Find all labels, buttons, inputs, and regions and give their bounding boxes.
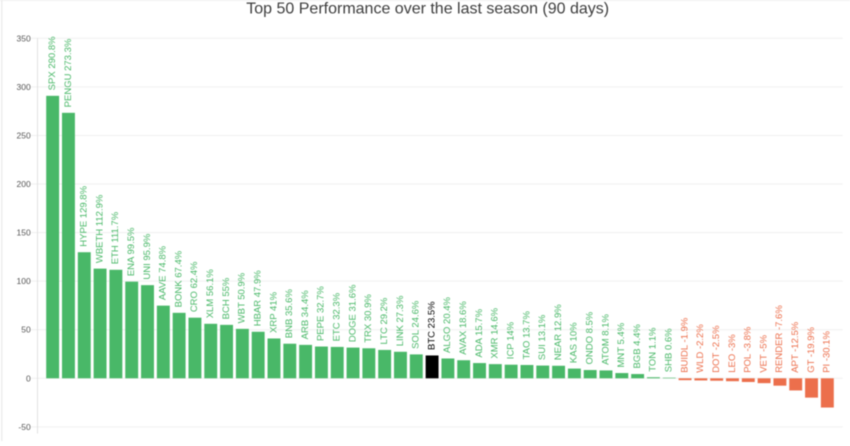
svg-text:SUI 13.1%: SUI 13.1% — [537, 314, 548, 360]
svg-text:ARB 34.4%: ARB 34.4% — [300, 290, 311, 340]
svg-text:200: 200 — [17, 179, 31, 189]
svg-text:ALGO 20.4%: ALGO 20.4% — [442, 296, 453, 353]
svg-text:DOT -2.5%: DOT -2.5% — [711, 325, 722, 373]
svg-text:BCH 55%: BCH 55% — [221, 277, 232, 319]
svg-text:PENGU 273.3%: PENGU 273.3% — [63, 38, 74, 107]
svg-text:150: 150 — [17, 228, 31, 238]
svg-text:WLD -2.2%: WLD -2.2% — [695, 324, 706, 373]
svg-text:250: 250 — [17, 130, 31, 140]
svg-text:BONK 67.4%: BONK 67.4% — [173, 250, 184, 307]
svg-text:GT -19.9%: GT -19.9% — [806, 326, 817, 372]
svg-text:WBT 50.9%: WBT 50.9% — [237, 272, 248, 323]
svg-text:ETC 32.3%: ETC 32.3% — [332, 292, 343, 341]
svg-text:ETH 111.7%: ETH 111.7% — [110, 211, 121, 264]
svg-text:POL -3.8%: POL -3.8% — [743, 326, 754, 373]
svg-text:RENDER -7.6%: RENDER -7.6% — [774, 305, 785, 373]
svg-text:BUIDL -1.9%: BUIDL -1.9% — [679, 317, 690, 373]
svg-text:APT -12.5%: APT -12.5% — [790, 321, 801, 373]
svg-text:SHB 0.6%: SHB 0.6% — [664, 328, 675, 372]
svg-text:HYPE 129.8%: HYPE 129.8% — [79, 185, 90, 246]
svg-text:UNI 95.9%: UNI 95.9% — [142, 233, 153, 279]
svg-text:XRP 41%: XRP 41% — [268, 291, 279, 333]
svg-text:KAS 10%: KAS 10% — [569, 322, 580, 363]
svg-text:AAVE 74.8%: AAVE 74.8% — [158, 245, 169, 300]
svg-text:XLM 56.1%: XLM 56.1% — [205, 269, 216, 319]
svg-text:TRX 30.9%: TRX 30.9% — [363, 294, 374, 343]
svg-text:BTC 23.5%: BTC 23.5% — [426, 301, 437, 350]
svg-text:300: 300 — [17, 82, 31, 92]
svg-text:SPX 290.8%: SPX 290.8% — [47, 36, 58, 90]
svg-text:ATOM 8.1%: ATOM 8.1% — [600, 314, 611, 365]
svg-text:XMR 14.6%: XMR 14.6% — [490, 307, 501, 358]
svg-text:-50: -50 — [18, 422, 31, 432]
svg-text:VET -5%: VET -5% — [758, 334, 769, 372]
svg-text:LEO -3%: LEO -3% — [727, 334, 738, 373]
svg-text:BGB 4.4%: BGB 4.4% — [632, 324, 643, 369]
svg-text:350: 350 — [17, 33, 31, 43]
svg-text:SOL 24.6%: SOL 24.6% — [411, 300, 422, 349]
svg-text:Top 50 Performance over the la: Top 50 Performance over the last season … — [246, 1, 609, 18]
svg-text:PI -30.1%: PI -30.1% — [822, 331, 833, 373]
svg-text:50: 50 — [21, 325, 31, 335]
svg-text:DOGE 31.6%: DOGE 31.6% — [347, 284, 358, 342]
svg-text:TON 1.1%: TON 1.1% — [648, 327, 659, 372]
svg-text:ICP 14%: ICP 14% — [505, 321, 516, 359]
svg-text:WBETH 112.9%: WBETH 112.9% — [94, 194, 105, 263]
svg-text:TAO 13.7%: TAO 13.7% — [521, 311, 532, 360]
svg-text:ENA 99.5%: ENA 99.5% — [126, 227, 137, 276]
svg-text:LTC 29.2%: LTC 29.2% — [379, 297, 390, 344]
svg-text:MNT 5.4%: MNT 5.4% — [616, 322, 627, 367]
svg-text:LINK 27.3%: LINK 27.3% — [395, 295, 406, 346]
svg-text:CRO 62.4%: CRO 62.4% — [189, 261, 200, 312]
svg-text:BNB 35.6%: BNB 35.6% — [284, 289, 295, 339]
svg-text:AVAX 18.6%: AVAX 18.6% — [458, 301, 469, 355]
svg-text:0: 0 — [26, 373, 31, 383]
svg-text:ONDO 8.5%: ONDO 8.5% — [584, 311, 595, 364]
svg-text:PEPE 32.7%: PEPE 32.7% — [316, 286, 327, 341]
svg-text:NEAR 12.9%: NEAR 12.9% — [553, 304, 564, 361]
svg-text:HBAR 47.9%: HBAR 47.9% — [252, 270, 263, 327]
svg-text:ADA 15.7%: ADA 15.7% — [474, 308, 485, 357]
svg-text:100: 100 — [17, 276, 31, 286]
